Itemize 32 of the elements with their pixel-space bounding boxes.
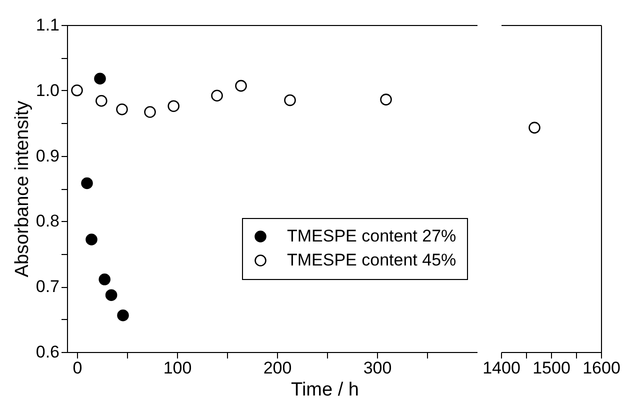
x-axis-title: Time / h [291, 380, 359, 400]
y-tick-label: 0.8 [36, 212, 60, 231]
point [380, 94, 392, 106]
point [284, 94, 296, 106]
x-tick-label: 0 [72, 358, 82, 378]
point [98, 274, 110, 286]
y-tick-label: 0.9 [36, 146, 60, 166]
point [116, 103, 128, 116]
point [86, 234, 98, 246]
point [96, 94, 108, 107]
y-axis-title: Absorbance intensity [12, 100, 33, 278]
y-tick-label: 1.0 [36, 80, 60, 100]
x-tick-label: 1500 [532, 358, 570, 378]
x-tick-label: 100 [163, 358, 192, 378]
legend-label: TMESPE content 45% [287, 250, 456, 270]
point [235, 80, 247, 92]
legend-label: TMESPE content 27% [287, 226, 456, 246]
y-tick-label: 0.6 [36, 342, 60, 362]
point [211, 90, 223, 102]
x-tick-label: 1400 [482, 358, 520, 378]
point [117, 309, 129, 322]
point [144, 106, 156, 118]
point [168, 100, 180, 112]
x-tick-label: 200 [263, 358, 292, 378]
point [94, 72, 106, 85]
point [81, 177, 93, 190]
y-tick-label: 1.1 [36, 16, 60, 34]
x-tick-label: 1600 [582, 358, 620, 378]
point [105, 289, 118, 301]
point [71, 84, 83, 96]
y-tick-label: 0.7 [36, 277, 60, 296]
x-tick-label: 300 [363, 358, 392, 378]
